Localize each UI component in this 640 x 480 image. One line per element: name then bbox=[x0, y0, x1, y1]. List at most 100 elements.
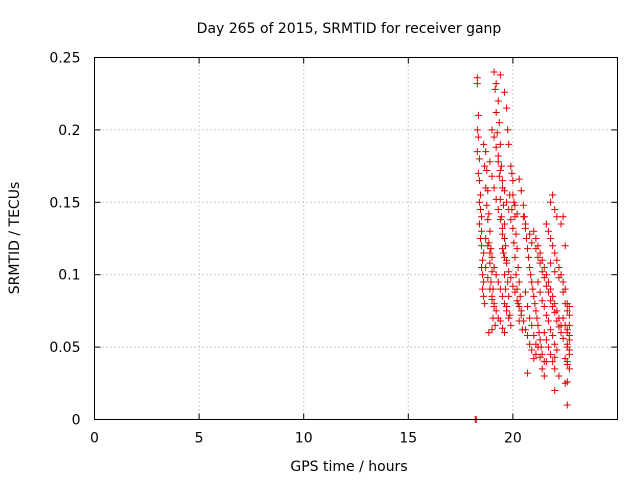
data-point bbox=[559, 288, 567, 296]
data-point bbox=[497, 213, 505, 221]
data-point bbox=[479, 271, 487, 279]
data-point bbox=[507, 216, 515, 224]
data-point bbox=[513, 210, 521, 218]
data-point bbox=[474, 111, 482, 119]
data-point bbox=[551, 308, 559, 316]
data-point bbox=[473, 80, 481, 88]
data-point bbox=[488, 268, 496, 276]
data-point bbox=[553, 346, 561, 354]
data-point bbox=[565, 321, 573, 329]
data-point bbox=[495, 172, 503, 180]
data-point bbox=[559, 314, 567, 322]
data-point bbox=[484, 216, 492, 224]
data-point bbox=[524, 332, 532, 340]
data-point bbox=[505, 206, 513, 214]
data-point bbox=[532, 245, 540, 253]
data-point bbox=[538, 297, 546, 305]
data-point bbox=[536, 259, 544, 267]
data-point bbox=[517, 187, 525, 195]
data-point bbox=[565, 332, 573, 340]
data-point bbox=[551, 268, 559, 276]
data-point bbox=[524, 369, 532, 377]
chart-title: Day 265 of 2015, SRMTID for receiver gan… bbox=[197, 21, 502, 37]
data-point bbox=[549, 191, 557, 199]
data-point bbox=[544, 227, 552, 235]
data-point bbox=[522, 235, 530, 242]
data-point bbox=[510, 239, 518, 247]
data-point bbox=[480, 140, 488, 148]
x-tick-label: 10 bbox=[295, 431, 313, 447]
data-point bbox=[561, 355, 569, 363]
data-point bbox=[565, 303, 573, 311]
data-point bbox=[498, 245, 506, 253]
data-point bbox=[563, 360, 571, 368]
data-point bbox=[482, 235, 490, 242]
data-point bbox=[488, 172, 496, 180]
data-point bbox=[544, 317, 552, 325]
data-point bbox=[484, 242, 492, 250]
data-point bbox=[547, 259, 555, 267]
data-point bbox=[483, 201, 491, 209]
data-point bbox=[557, 220, 565, 228]
data-point bbox=[512, 230, 520, 238]
y-tick-label: 0.2 bbox=[58, 123, 80, 139]
data-point bbox=[551, 206, 559, 214]
data-point bbox=[481, 300, 489, 308]
data-point bbox=[501, 253, 509, 261]
data-point bbox=[476, 191, 484, 199]
data-point bbox=[530, 332, 538, 340]
data-point bbox=[526, 230, 534, 238]
x-tick-label: 15 bbox=[399, 431, 417, 447]
data-point bbox=[493, 129, 501, 137]
data-point bbox=[528, 346, 536, 354]
data-point bbox=[483, 166, 491, 174]
data-point bbox=[512, 271, 520, 279]
data-point bbox=[501, 329, 509, 337]
data-point bbox=[542, 336, 550, 344]
data-point bbox=[507, 274, 515, 282]
data-point bbox=[519, 201, 527, 209]
data-point bbox=[532, 307, 540, 315]
data-point bbox=[501, 220, 509, 228]
data-point bbox=[524, 245, 532, 253]
data-point bbox=[488, 292, 496, 300]
data-point bbox=[530, 355, 538, 363]
data-point bbox=[478, 227, 486, 235]
data-point bbox=[524, 303, 532, 311]
data-point bbox=[492, 80, 500, 88]
data-point bbox=[516, 292, 524, 300]
data-point bbox=[530, 292, 538, 300]
data-point bbox=[549, 358, 557, 366]
data-point bbox=[488, 326, 496, 334]
data-point bbox=[525, 253, 533, 261]
data-point bbox=[551, 353, 559, 361]
data-point bbox=[473, 148, 481, 156]
data-point bbox=[517, 311, 525, 319]
data-point bbox=[563, 307, 571, 315]
data-point bbox=[547, 350, 555, 358]
data-point bbox=[486, 285, 494, 293]
data-point bbox=[482, 148, 490, 156]
data-point bbox=[555, 263, 563, 271]
y-tick-label: 0.05 bbox=[49, 340, 80, 356]
data-point bbox=[540, 303, 548, 311]
data-point bbox=[486, 227, 494, 235]
data-point bbox=[494, 97, 502, 105]
data-point bbox=[485, 210, 493, 218]
data-point bbox=[474, 133, 482, 141]
data-point bbox=[521, 288, 529, 296]
data-point bbox=[563, 340, 571, 348]
data-point bbox=[498, 177, 506, 185]
data-point bbox=[487, 245, 495, 253]
data-point bbox=[480, 278, 488, 286]
y-tick-label: 0.1 bbox=[58, 268, 80, 284]
data-point bbox=[482, 263, 490, 271]
data-point bbox=[565, 311, 573, 319]
data-point bbox=[561, 242, 569, 250]
data-point bbox=[503, 104, 511, 112]
data-point bbox=[496, 216, 504, 224]
data-point bbox=[519, 213, 527, 221]
data-point bbox=[509, 282, 517, 290]
data-point bbox=[553, 213, 561, 221]
